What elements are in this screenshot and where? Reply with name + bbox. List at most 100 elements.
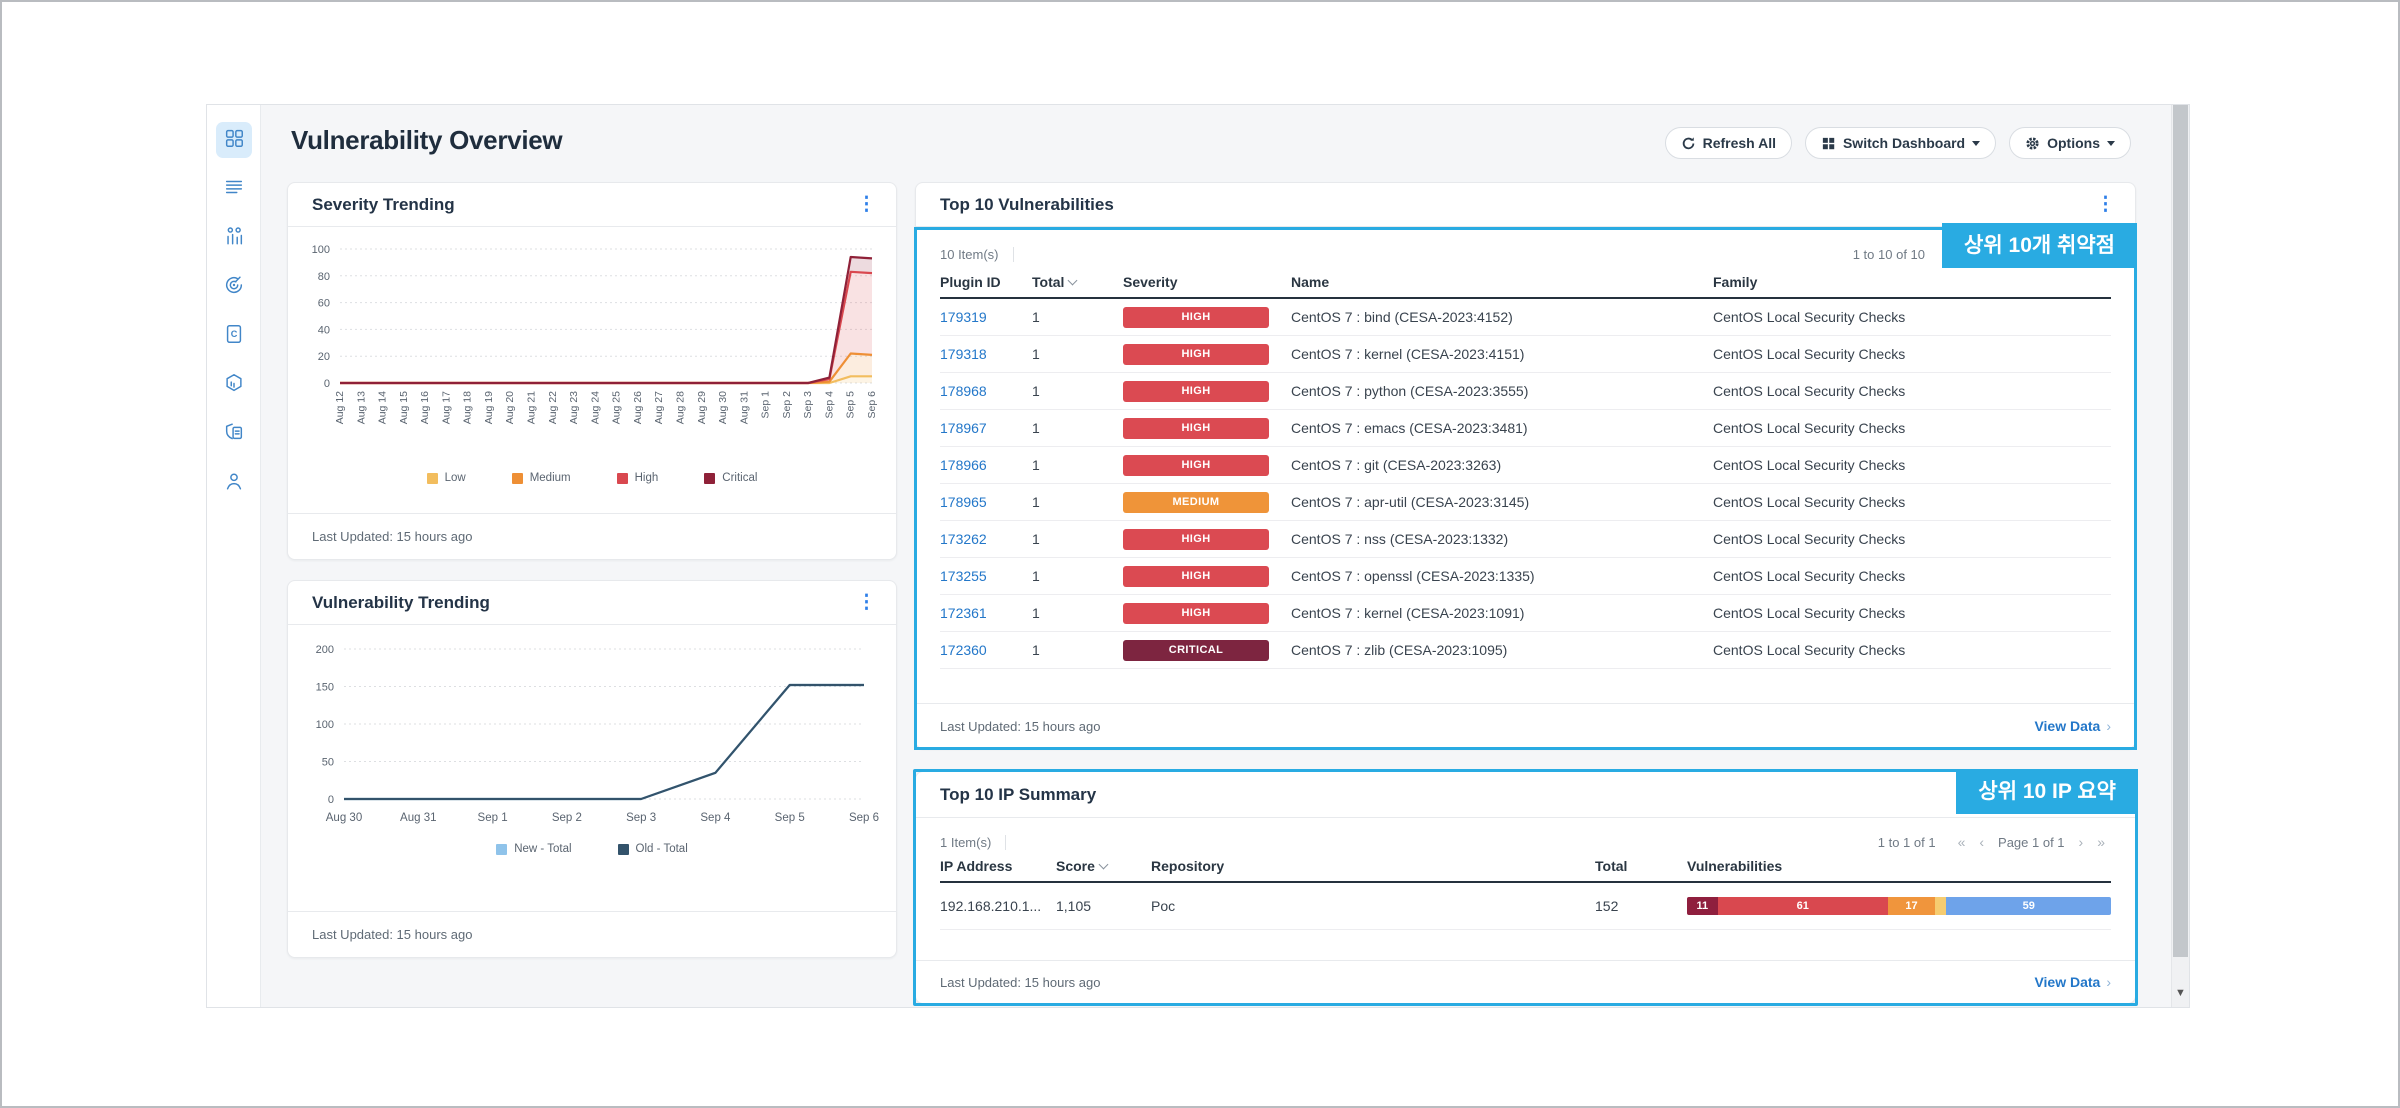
svg-text:Aug 30: Aug 30 [717,391,729,424]
table-row[interactable]: 178965 1 MEDIUM CentOS 7 : apr-util (CESA-2… [940,484,2111,521]
org-chart-icon [223,225,245,252]
severity-badge: HIGH [1123,602,1269,624]
svg-text:150: 150 [316,682,334,694]
legend-swatch [511,472,523,484]
svg-text:Aug 28: Aug 28 [674,391,686,424]
severity-badge: MEDIUM [1123,491,1269,513]
plugin-id-link[interactable]: 179318 [940,346,987,362]
table-row[interactable]: 178968 1 HIGH CentOS 7 : python (CESA-2023:… [940,373,2111,410]
last-page-icon[interactable]: » [2097,834,2105,850]
vulnerabilities-stacked-bar: 11 61 17 59 [1687,897,2111,915]
legend-item[interactable]: Critical [704,472,757,484]
plugin-id-link[interactable]: 178966 [940,457,987,473]
switch-dashboard-button[interactable]: Switch Dashboard [1804,127,1997,159]
sidebar-item-policy-shield[interactable] [216,416,252,452]
sidebar-item-dashboard-grid[interactable] [216,122,252,158]
plugin-id-link[interactable]: 173255 [940,568,987,584]
severity-badge: HIGH [1123,417,1269,439]
table-row[interactable]: 172361 1 HIGH CentOS 7 : kernel (CESA-2023:… [940,595,2111,632]
plugin-id-link[interactable]: 173262 [940,531,987,547]
sidebar-item-scan-target[interactable] [216,269,252,305]
table-row[interactable]: 173262 1 HIGH CentOS 7 : nss (CESA-2023:133… [940,521,2111,558]
sidebar-item-list-menu[interactable] [216,171,252,207]
svg-text:Aug 19: Aug 19 [483,391,495,424]
kebab-menu-icon[interactable]: ⋮ [857,194,876,215]
column-header-ip-address[interactable]: IP Address [940,858,1013,874]
column-header-vulnerabilities[interactable]: Vulnerabilities [1687,858,1783,874]
plugin-id-link[interactable]: 172361 [940,605,987,621]
family-cell: CentOS Local Security Checks [1713,494,1906,510]
table-row[interactable]: 179318 1 HIGH CentOS 7 : kernel (CESA-2023:… [940,336,2111,373]
sidebar-item-package-hexagon[interactable] [216,367,252,403]
prev-page-icon[interactable]: ‹ [1979,834,1985,850]
svg-text:Aug 12: Aug 12 [334,391,346,424]
legend-item[interactable]: Low [426,472,466,484]
table-row[interactable]: 178966 1 HIGH CentOS 7 : git (CESA-2023:326… [940,447,2111,484]
panel-title: Vulnerability Trending [312,592,490,612]
total-cell: 152 [1595,898,1619,914]
legend-item[interactable]: High [616,472,658,484]
vulnerability-name: CentOS 7 : kernel (CESA-2023:1091) [1291,605,1525,621]
family-cell: CentOS Local Security Checks [1713,457,1906,473]
kebab-menu-icon[interactable]: ⋮ [857,592,876,613]
first-page-icon[interactable]: « [1957,834,1966,850]
column-header-score[interactable]: Score [1056,858,1151,874]
severity-badge: HIGH [1123,565,1269,587]
plugin-id-link[interactable]: 172360 [940,642,987,658]
column-header-family[interactable]: Family [1713,274,1758,290]
table-row[interactable]: 172360 1 CRITICAL CentOS 7 : zlib (CESA-202… [940,632,2111,669]
legend-item[interactable]: New - Total [496,843,572,855]
column-header-severity[interactable]: Severity [1123,274,1178,290]
family-cell: CentOS Local Security Checks [1713,605,1906,621]
legend-item[interactable]: Old - Total [617,843,688,855]
svg-text:20: 20 [318,351,330,363]
repository-cell: Poc [1151,898,1176,914]
next-page-icon[interactable]: › [2078,834,2084,850]
total-cell: 1 [1032,531,1040,547]
column-header-repository[interactable]: Repository [1151,858,1225,874]
dashboard-grid-icon [223,127,245,154]
view-data-link[interactable]: View Data › [2034,974,2111,990]
chevron-right-icon: › [2106,718,2111,734]
svg-text:Aug 26: Aug 26 [632,391,644,424]
severity-bar-segment [1935,897,1947,915]
legend-swatch [616,472,628,484]
plugin-id-link[interactable]: 179319 [940,309,987,325]
severity-trending-chart: 0 20 40 60 80 100 Aug 12 Aug 13 Aug 14 Aug 15 Aug … [288,227,896,484]
sidebar-item-user-profile[interactable] [216,465,252,501]
total-cell: 1 [1032,309,1040,325]
vertical-scrollbar[interactable]: ▼ [2171,105,2189,1007]
options-button[interactable]: Options [2009,127,2131,159]
severity-trending-panel: Severity Trending ⋮ 0 20 40 60 80 100 Aug 12 Au… [287,182,897,560]
column-header-total[interactable]: Total [1032,274,1123,290]
svg-text:Aug 29: Aug 29 [696,391,708,424]
column-header-name[interactable]: Name [1291,274,1330,290]
vulnerability-name: CentOS 7 : openssl (CESA-2023:1335) [1291,568,1535,584]
plugin-id-link[interactable]: 178968 [940,383,987,399]
table-row[interactable]: 192.168.210.1... 1,105 Poc 152 11 61 17 59 [940,883,2111,930]
plugin-id-link[interactable]: 178965 [940,494,987,510]
legend-item[interactable]: Medium [511,472,571,484]
scrollbar-down-arrow-icon[interactable]: ▼ [2175,987,2186,999]
table-row[interactable]: 178967 1 HIGH CentOS 7 : emacs (CESA-2023:3… [940,410,2111,447]
kebab-menu-icon[interactable]: ⋮ [2096,194,2115,215]
table-body: 179319 1 HIGH CentOS 7 : bind (CESA-2023:41… [940,299,2111,669]
column-header-plugin-id[interactable]: Plugin ID [940,274,1001,290]
refresh-all-button[interactable]: Refresh All [1664,127,1792,159]
table-row[interactable]: 179319 1 HIGH CentOS 7 : bind (CESA-2023:41… [940,299,2111,336]
sidebar-item-report-document[interactable]: C [216,318,252,354]
scrollbar-thumb[interactable] [2173,105,2188,957]
column-header-total[interactable]: Total [1595,858,1628,874]
plugin-id-link[interactable]: 178967 [940,420,987,436]
table-row[interactable]: 173255 1 HIGH CentOS 7 : openssl (CESA-2023… [940,558,2111,595]
caret-down-icon [1972,141,1981,150]
vulnerability-name: CentOS 7 : apr-util (CESA-2023:3145) [1291,494,1530,510]
legend-swatch [617,843,629,855]
view-data-link[interactable]: View Data › [2034,718,2111,734]
sidebar-item-org-chart[interactable] [216,220,252,256]
total-cell: 1 [1032,420,1040,436]
chevron-right-icon: › [2106,974,2111,990]
score-cell: 1,105 [1056,898,1092,914]
last-updated: Last Updated: 15 hours ago [312,927,473,942]
svg-text:Aug 30: Aug 30 [326,812,362,824]
